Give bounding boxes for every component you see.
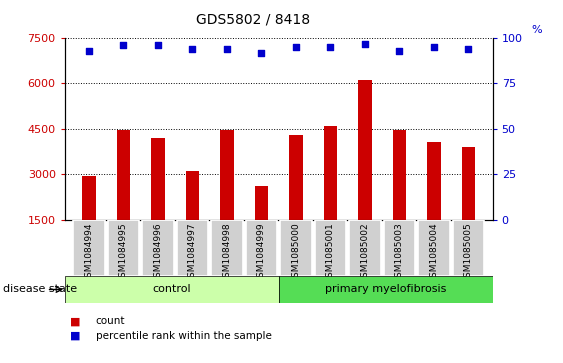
Bar (418, 220, 450, 276)
Text: GSM1085005: GSM1085005 (464, 223, 473, 283)
Bar (177, 220, 208, 276)
Text: GSM1084997: GSM1084997 (188, 223, 197, 283)
Text: GSM1084995: GSM1084995 (119, 223, 128, 283)
Text: GSM1084999: GSM1084999 (257, 223, 266, 283)
Point (119, 42, 128, 48)
Bar (151, 138, 165, 220)
Bar (280, 220, 312, 276)
Text: disease state: disease state (3, 285, 81, 294)
Point (464, 46, 473, 52)
Bar (82, 176, 96, 220)
Bar (358, 81, 372, 220)
Text: GSM1085000: GSM1085000 (292, 223, 301, 283)
Bar (462, 147, 475, 220)
Point (257, 50, 266, 56)
Bar (211, 220, 243, 276)
Text: primary myelofibrosis: primary myelofibrosis (325, 285, 446, 294)
Text: GSM1084994: GSM1084994 (84, 223, 93, 283)
Point (430, 44, 439, 50)
Text: GSM1084998: GSM1084998 (222, 223, 231, 283)
Bar (324, 126, 337, 220)
Bar (117, 130, 130, 220)
Bar (254, 186, 269, 220)
Text: count: count (96, 316, 125, 326)
Bar (315, 220, 346, 276)
Text: GSM1085001: GSM1085001 (326, 223, 335, 283)
Text: GSM1084996: GSM1084996 (153, 223, 162, 283)
Bar (383, 220, 415, 276)
Bar (392, 130, 406, 220)
Point (326, 44, 335, 50)
Bar (142, 220, 174, 276)
Point (360, 41, 369, 46)
Text: %: % (531, 25, 542, 35)
Point (395, 48, 404, 54)
Point (292, 44, 301, 50)
Text: ■: ■ (70, 316, 81, 326)
Bar (186, 171, 199, 220)
Bar (65, 276, 279, 303)
Text: ■: ■ (70, 331, 81, 341)
Bar (289, 135, 303, 220)
Bar (279, 276, 493, 303)
Text: GSM1085003: GSM1085003 (395, 223, 404, 283)
Text: control: control (153, 285, 191, 294)
Point (84, 48, 93, 54)
Bar (427, 142, 441, 220)
Point (153, 42, 162, 48)
Text: GSM1085004: GSM1085004 (430, 223, 439, 283)
Text: percentile rank within the sample: percentile rank within the sample (96, 331, 271, 341)
Text: GDS5802 / 8418: GDS5802 / 8418 (196, 13, 310, 27)
Point (222, 46, 231, 52)
Text: GSM1085002: GSM1085002 (360, 223, 369, 283)
Bar (73, 220, 105, 276)
Bar (349, 220, 381, 276)
Bar (108, 220, 139, 276)
Bar (453, 220, 484, 276)
Bar (245, 220, 278, 276)
Bar (220, 130, 234, 220)
Point (188, 46, 197, 52)
